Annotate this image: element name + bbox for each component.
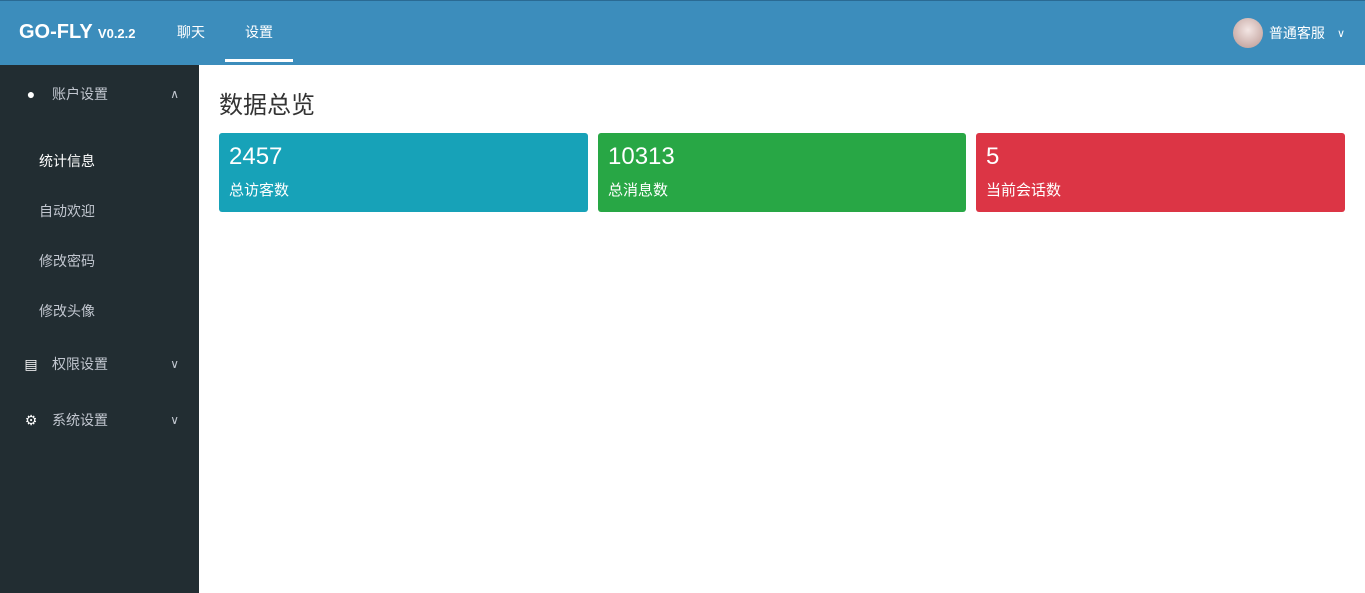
gear-icon: ⚙	[24, 411, 38, 428]
nav-chat[interactable]: 聊天	[177, 24, 205, 40]
chevron-down-icon: ∨	[1336, 27, 1345, 40]
page-title: 数据总览	[219, 92, 315, 119]
sidebar-item-welcome[interactable]: 自动欢迎	[39, 203, 95, 219]
sidebar-item-stats[interactable]: 统计信息	[39, 153, 95, 169]
sidebar-item-password[interactable]: 修改密码	[39, 253, 95, 269]
sidebar-group-permissions[interactable]: ▤ 权限设置 ∨	[0, 336, 199, 392]
card-visitors: 2457 总访客数	[219, 133, 588, 212]
version: V0.2.2	[97, 26, 136, 41]
nav-settings[interactable]: 设置	[225, 1, 293, 65]
avatar	[1232, 18, 1263, 48]
chevron-up-icon: ∧	[170, 87, 179, 101]
sidebar-group-account[interactable]: ● 账户设置 ∧	[0, 66, 199, 122]
briefcase-icon: ▤	[24, 355, 38, 372]
sidebar: ● 账户设置 ∧ 统计信息 自动欢迎 修改密码 修改头像 ▤ 权限设置 ∨ ⚙ 系统设置 ∨	[0, 65, 199, 593]
user-menu[interactable]: 普通客服 ∨	[1232, 18, 1345, 48]
chevron-down-icon: ∨	[170, 357, 179, 371]
card-sessions: 5 当前会话数	[976, 133, 1345, 212]
sidebar-item-avatar[interactable]: 修改头像	[39, 303, 95, 319]
card-messages: 10313 总消息数	[598, 133, 966, 212]
chevron-down-icon: ∨	[170, 413, 179, 427]
logo[interactable]: GO-FLY V0.2.2	[19, 21, 136, 43]
top-navbar: GO-FLY V0.2.2 聊天 设置 普通客服 ∨	[0, 0, 1365, 65]
user-icon: ●	[26, 86, 36, 102]
user-name: 普通客服	[1268, 25, 1325, 41]
sidebar-group-system[interactable]: ⚙ 系统设置 ∨	[0, 392, 199, 448]
